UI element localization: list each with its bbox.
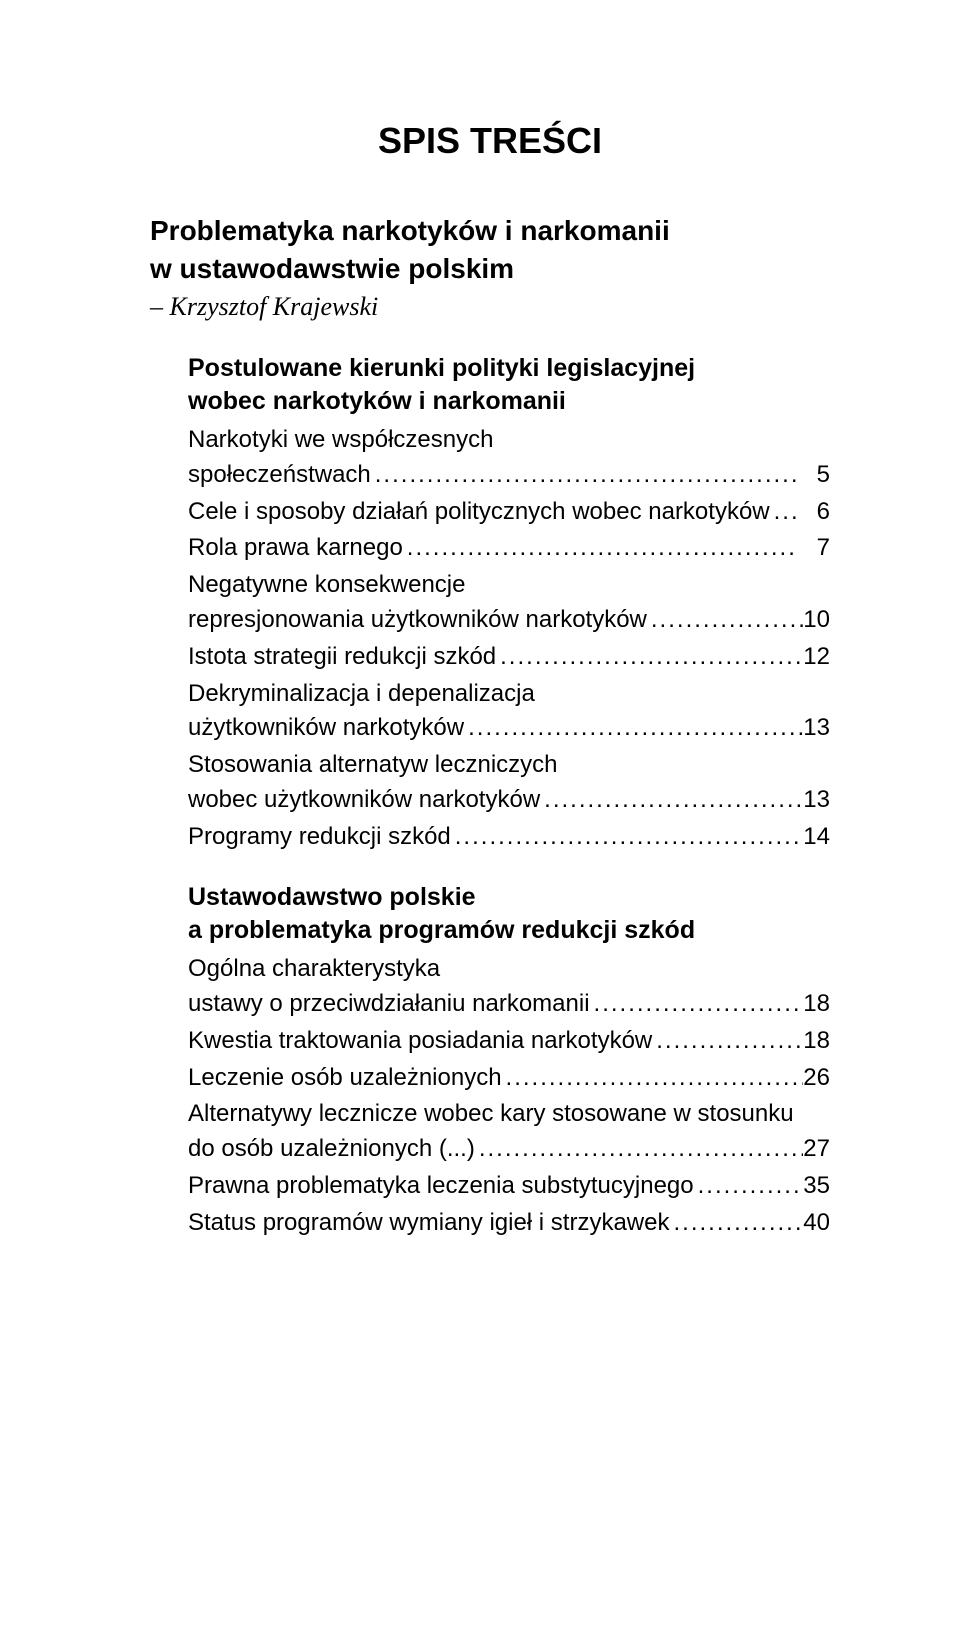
toc-entry: Ogólna charakterystykaustawy o przeciwdz… [188,952,830,1022]
toc-leader: ........................................… [770,495,798,530]
toc-entry: Istota strategii redukcji szkód.........… [188,640,830,675]
toc-entry-last-line: ustawy o przeciwdziałaniu narkomanii....… [188,987,830,1022]
toc-leader: ........................................… [475,1132,803,1167]
toc-page-number: 27 [803,1132,830,1167]
toc-entry-last-line: Istota strategii redukcji szkód.........… [188,640,830,675]
toc-block: Postulowane kierunki polityki legislacyj… [150,352,830,855]
section-heading-line: Problematyka narkotyków i narkomanii [150,212,830,250]
toc-entry-last-line: Status programów wymiany igieł i strzyka… [188,1206,830,1241]
toc-leader: ........................................… [403,531,798,566]
toc-entry-line: Stosowania alternatyw leczniczych [188,748,830,783]
toc-entry-last-line: użytkowników narkotyków.................… [188,711,830,746]
toc-entries: Ogólna charakterystykaustawy o przeciwdz… [150,952,830,1240]
toc-entry: Narkotyki we współczesnychspołeczeństwac… [188,423,830,493]
subsection-heading-line: Postulowane kierunki polityki legislacyj… [188,352,830,386]
toc-entry: Prawna problematyka leczenia substytucyj… [188,1169,830,1204]
toc-entry-text: społeczeństwach [188,458,371,493]
toc-entry-last-line: Rola prawa karnego......................… [188,531,830,566]
toc-page-number: 5 [798,458,830,493]
toc-entry-line: Negatywne konsekwencje [188,568,830,603]
toc-entry: Dekryminalizacja i depenalizacjaużytkown… [188,677,830,747]
toc-entry-text: Prawna problematyka leczenia substytucyj… [188,1169,694,1204]
toc-entry-last-line: Leczenie osób uzależnionych.............… [188,1061,830,1096]
toc-entry-text: użytkowników narkotyków [188,711,464,746]
subsection-heading-line: Ustawodawstwo polskie [188,881,830,915]
toc-entry-last-line: Prawna problematyka leczenia substytucyj… [188,1169,830,1204]
toc-leader: ........................................… [464,711,803,746]
toc-page-number: 7 [798,531,830,566]
toc-entry-last-line: do osób uzależnionych (...).............… [188,1132,830,1167]
toc-entry-last-line: Kwestia traktowania posiadania narkotykó… [188,1024,830,1059]
toc-leader: ........................................… [670,1206,804,1241]
toc-leader: ........................................… [502,1061,804,1096]
toc-entry: Leczenie osób uzależnionych.............… [188,1061,830,1096]
toc-entry-last-line: Programy redukcji szkód.................… [188,820,830,855]
toc-entry-text: wobec użytkowników narkotyków [188,783,540,818]
toc-leader: ........................................… [451,820,804,855]
section-heading: Problematyka narkotyków i narkomaniiw us… [150,212,830,288]
toc-block: Ustawodawstwo polskiea problematyka prog… [150,881,830,1241]
toc-entry-text: Istota strategii redukcji szkód [188,640,496,675]
toc-entry-text: Kwestia traktowania posiadania narkotykó… [188,1024,652,1059]
toc-entry: Negatywne konsekwencjerepresjonowania uż… [188,568,830,638]
toc-leader: ........................................… [371,458,798,493]
toc-page-number: 12 [803,640,830,675]
section-heading-line: w ustawodawstwie polskim [150,250,830,288]
toc-entry-text: Status programów wymiany igieł i strzyka… [188,1206,670,1241]
toc-leader: ........................................… [647,603,803,638]
toc-page-number: 26 [803,1061,830,1096]
toc-entry-last-line: Cele i sposoby działań politycznych wobe… [188,495,830,530]
toc-entry: Programy redukcji szkód.................… [188,820,830,855]
toc-entry: Rola prawa karnego......................… [188,531,830,566]
subsection-heading-line: a problematyka programów redukcji szkód [188,914,830,948]
page-title: SPIS TREŚCI [150,120,830,162]
toc-page-number: 35 [803,1169,830,1204]
toc-entry: Cele i sposoby działań politycznych wobe… [188,495,830,530]
toc-page-number: 18 [803,987,830,1022]
toc-entry-line: Narkotyki we współczesnych [188,423,830,458]
toc-entries: Narkotyki we współczesnychspołeczeństwac… [150,423,830,855]
toc-entry-text: Rola prawa karnego [188,531,403,566]
toc-entry-text: represjonowania użytkowników narkotyków [188,603,647,638]
toc-leader: ........................................… [652,1024,803,1059]
toc-entry-last-line: represjonowania użytkowników narkotyków.… [188,603,830,638]
toc-entry: Kwestia traktowania posiadania narkotykó… [188,1024,830,1059]
toc-entry-line: Dekryminalizacja i depenalizacja [188,677,830,712]
toc-entry: Stosowania alternatyw leczniczychwobec u… [188,748,830,818]
toc-entry: Status programów wymiany igieł i strzyka… [188,1206,830,1241]
toc-content: Problematyka narkotyków i narkomaniiw us… [150,212,830,1241]
toc-entry-line: Ogólna charakterystyka [188,952,830,987]
toc-page-number: 14 [803,820,830,855]
toc-page-number: 18 [803,1024,830,1059]
subsection-heading-line: wobec narkotyków i narkomanii [188,385,830,419]
toc-entry-text: do osób uzależnionych (...) [188,1132,475,1167]
toc-entry-text: Programy redukcji szkód [188,820,451,855]
toc-entry-line: Alternatywy lecznicze wobec kary stosowa… [188,1097,830,1132]
toc-entry-text: ustawy o przeciwdziałaniu narkomanii [188,987,590,1022]
author: – Krzysztof Krajewski [150,292,830,322]
toc-page-number: 13 [803,783,830,818]
toc-page-number: 10 [803,603,830,638]
toc-entry: Alternatywy lecznicze wobec kary stosowa… [188,1097,830,1167]
toc-leader: ........................................… [540,783,803,818]
toc-page-number: 13 [803,711,830,746]
toc-entry-text: Leczenie osób uzależnionych [188,1061,502,1096]
toc-leader: ........................................… [694,1169,804,1204]
toc-entry-last-line: społeczeństwach.........................… [188,458,830,493]
toc-page-number: 40 [803,1206,830,1241]
toc-leader: ........................................… [590,987,804,1022]
toc-leader: ........................................… [496,640,803,675]
toc-entry-text: Cele i sposoby działań politycznych wobe… [188,495,770,530]
subsection-heading: Postulowane kierunki polityki legislacyj… [150,352,830,420]
toc-entry-last-line: wobec użytkowników narkotyków...........… [188,783,830,818]
toc-page-number: 6 [798,495,830,530]
subsection-heading: Ustawodawstwo polskiea problematyka prog… [150,881,830,949]
